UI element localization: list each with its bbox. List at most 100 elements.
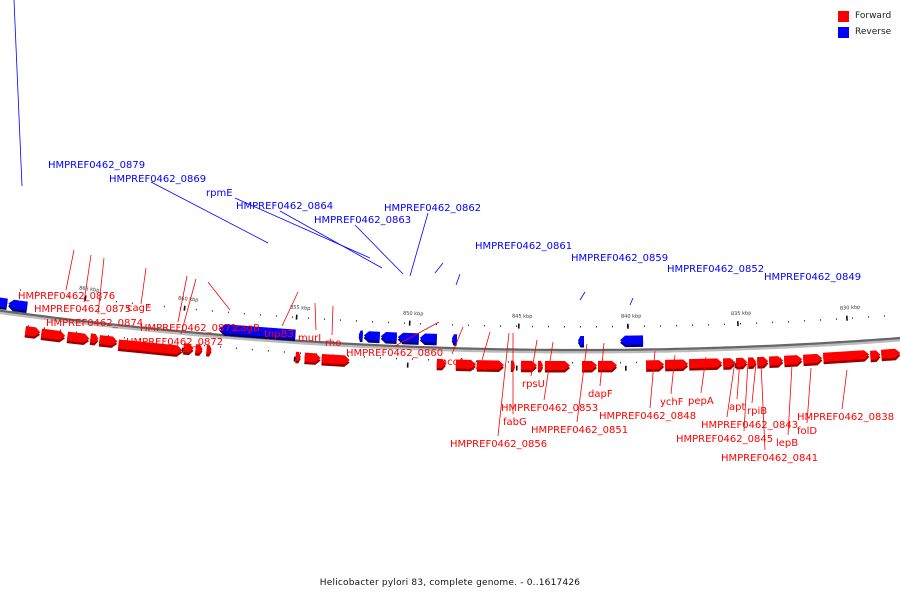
reverse-gene-body bbox=[419, 333, 437, 343]
minor-tick bbox=[660, 325, 662, 327]
tick-label: 855 kbp bbox=[290, 305, 311, 312]
forward-gene bbox=[646, 360, 665, 372]
reverse-gene bbox=[8, 299, 28, 313]
forward-gene-label: HMPREF0462_0860 bbox=[346, 348, 443, 359]
forward-gene-body bbox=[436, 358, 446, 368]
forward-gene-label: lepB bbox=[776, 438, 798, 449]
forward-gene-body bbox=[537, 360, 543, 370]
reverse-gene-label: HMPREF0462_0859 bbox=[571, 253, 668, 264]
forward-gene-leader bbox=[806, 367, 812, 424]
major-tick bbox=[846, 315, 848, 321]
forward-gene-leader bbox=[177, 275, 188, 323]
forward-gene-leader bbox=[451, 326, 464, 355]
forward-gene bbox=[823, 350, 870, 365]
forward-gene-body bbox=[646, 360, 665, 370]
reverse-gene bbox=[380, 331, 397, 344]
genome-caption: Helicobacter pylori 83, complete genome.… bbox=[319, 578, 581, 588]
reverse-gene bbox=[358, 330, 363, 343]
minor-tick bbox=[531, 325, 533, 328]
minor-tick bbox=[740, 322, 742, 325]
minor-tick bbox=[371, 320, 373, 323]
forward-gene-leader bbox=[670, 354, 676, 395]
minor-tick bbox=[307, 317, 309, 319]
forward-gene-leader bbox=[576, 343, 588, 423]
legend-reverse-label: Reverse bbox=[855, 27, 892, 37]
forward-gene-label: HMPREF0462_0876 bbox=[18, 291, 115, 302]
forward-gene-label: folD bbox=[797, 426, 817, 437]
reverse-gene-label: HMPREF0462_0849 bbox=[764, 272, 861, 283]
minor-tick bbox=[451, 324, 453, 326]
minor-tick bbox=[267, 350, 269, 352]
forward-gene bbox=[736, 357, 748, 370]
minor-tick bbox=[851, 317, 854, 319]
reverse-gene-leader bbox=[354, 224, 404, 275]
forward-gene-body bbox=[823, 350, 870, 362]
forward-gene-leader bbox=[394, 321, 440, 347]
reverse-gene bbox=[219, 324, 296, 342]
minor-tick bbox=[163, 305, 165, 308]
forward-gene bbox=[520, 360, 537, 373]
reverse-gene-leader bbox=[455, 273, 461, 286]
forward-gene-leader bbox=[649, 350, 656, 409]
reverse-gene-label: HMPREF0462_0862 bbox=[384, 203, 481, 214]
minor-tick bbox=[139, 338, 141, 341]
reverse-gene bbox=[0, 297, 8, 310]
minor-tick bbox=[147, 304, 149, 306]
forward-gene-body bbox=[304, 352, 321, 363]
forward-gene-body bbox=[544, 360, 570, 371]
minor-tick bbox=[171, 341, 173, 344]
forward-gene bbox=[689, 358, 723, 371]
forward-gene-body bbox=[455, 359, 476, 369]
forward-gene-body bbox=[476, 360, 504, 370]
minor-tick bbox=[323, 318, 325, 320]
reverse-gene-leader bbox=[234, 197, 371, 259]
forward-gene-body bbox=[206, 344, 212, 355]
forward-gene-label: apt bbox=[729, 402, 745, 413]
tick-label: 835 kbp bbox=[731, 310, 752, 317]
reverse-gene-leader bbox=[434, 262, 444, 274]
minor-tick bbox=[67, 295, 69, 297]
major-tick bbox=[183, 305, 186, 311]
forward-gene bbox=[40, 328, 66, 343]
forward-gene-body bbox=[295, 351, 301, 361]
reverse-gene-body bbox=[451, 334, 457, 344]
minor-tick bbox=[99, 299, 101, 301]
legend-forward: Forward bbox=[838, 8, 891, 24]
minor-tick bbox=[203, 344, 205, 347]
major-tick bbox=[627, 323, 629, 329]
forward-gene-leader bbox=[751, 362, 757, 404]
tick-label: 860 kbp bbox=[178, 296, 199, 304]
forward-gene-leader bbox=[760, 362, 766, 451]
reverse-gene-body bbox=[397, 332, 419, 343]
minor-tick bbox=[291, 316, 293, 318]
forward-gene-label: HMPREF0462_0845 bbox=[676, 434, 773, 445]
minor-tick bbox=[339, 319, 341, 321]
minor-tick bbox=[259, 314, 261, 316]
minor-tick bbox=[772, 321, 774, 324]
forward-gene bbox=[66, 331, 90, 346]
reverse-gene-label: HMPREF0462_0869 bbox=[109, 174, 206, 185]
reverse-gene-body bbox=[219, 324, 296, 339]
forward-gene-leader bbox=[841, 369, 848, 410]
minor-tick bbox=[499, 325, 501, 327]
reverse-gene-body bbox=[0, 297, 8, 308]
minor-tick bbox=[507, 361, 509, 363]
forward-gene-label: HMPREF0462_0871 bbox=[140, 323, 237, 334]
forward-gene-body bbox=[183, 343, 194, 353]
forward-gene-leader bbox=[180, 278, 197, 335]
forward-gene-label: pepA bbox=[688, 396, 714, 407]
forward-gene-label: HMPREF0462_0848 bbox=[599, 411, 696, 422]
forward-gene-leader bbox=[281, 291, 299, 327]
forward-gene-body bbox=[881, 348, 900, 359]
major-tick bbox=[737, 321, 739, 327]
forward-gene bbox=[748, 357, 757, 370]
forward-gene bbox=[182, 343, 194, 356]
forward-gene-label: murI bbox=[298, 333, 321, 344]
reverse-gene-body bbox=[8, 299, 28, 311]
forward-gene-leader bbox=[743, 361, 749, 432]
forward-gene-body bbox=[757, 356, 769, 367]
tick-label: 840 kbp bbox=[621, 314, 641, 320]
minor-tick bbox=[363, 356, 365, 358]
forward-gene-label: tnpB3 bbox=[264, 329, 294, 340]
reverse-gene-leader bbox=[409, 212, 429, 277]
